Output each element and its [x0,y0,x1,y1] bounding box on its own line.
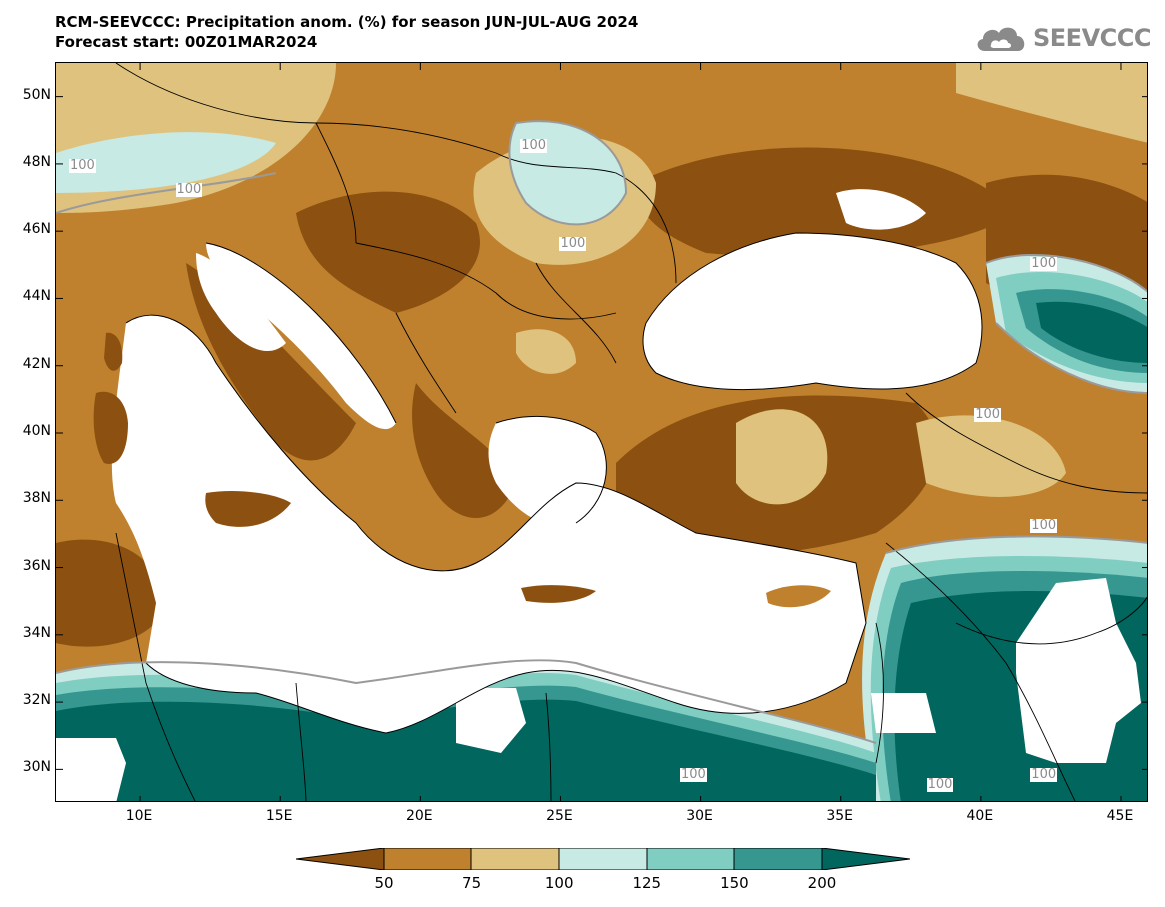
title-line-2: Forecast start: 00Z01MAR2024 [55,33,318,51]
colorbar-75-100 [470,848,560,870]
contour-label: 100 [1030,255,1058,271]
sea-aegean [488,416,607,526]
field-below-50-balkans [296,191,480,313]
sea-adriatic [206,243,396,430]
lat-label: 34N [22,624,51,641]
island-cyprus [766,585,831,608]
contour-label: 100 [520,138,548,154]
colorbar-125-150 [646,848,735,870]
lat-label: 36N [22,557,51,574]
sea-azov [836,189,926,230]
lat-label: 48N [22,153,51,170]
colorbar-50-75 [383,848,472,870]
lat-label: 38N [22,490,51,507]
colorbar [296,848,910,870]
contour-label: 100 [974,407,1002,423]
field-75-100-east-turkey [916,415,1066,497]
colorbar-150-200 [733,848,823,870]
lon-label: 40E [966,808,994,824]
title-block: RCM-SEEVCCC: Precipitation anom. (%) for… [55,12,638,52]
island-sardinia [93,391,128,464]
logo-text: SEEVCCC [1033,24,1152,52]
contour-100-lines [56,120,1147,744]
lat-label: 40N [22,423,51,439]
sea-tyrrhenian-north [196,253,286,352]
island-corsica [104,332,123,371]
mask-arabia [1016,578,1141,763]
field-below-50-tunisia [56,539,166,647]
lat-label: 46N [22,221,51,238]
contour-label: 100 [1030,767,1058,783]
colorbar-100-125 [558,848,648,870]
mask-libya-west [56,738,126,801]
colorbar-tick-label: 100 [544,874,574,892]
sea-mediterranean-west [111,315,867,733]
coastlines [125,232,983,734]
contour-label: 100 [679,767,707,783]
contour-label: 100 [559,235,587,251]
lon-label: 10E [125,808,153,824]
colorbar-tick-label: 75 [462,874,482,892]
colorbar-tick-label: 200 [807,874,837,892]
lon-label: 45E [1106,808,1134,824]
cloud-icon [977,27,1025,51]
lat-label: 30N [22,759,51,776]
precipitation-anomaly-map [56,63,1147,801]
field-100-125-alps [56,132,276,193]
lat-label: 50N [22,86,51,103]
island-sicily [205,491,291,527]
field-below-50-ukraine [636,147,1016,257]
island-crete [521,585,596,603]
country-borders [115,63,1147,801]
seevccc-logo: SEEVCCC [973,20,1152,56]
lat-label: 42N [22,355,51,372]
title-line-1: RCM-SEEVCCC: Precipitation anom. (%) for… [55,13,639,31]
contour-label: 100 [1030,518,1058,534]
contour-label: 100 [175,181,203,197]
lat-label: 44N [22,288,51,305]
field-75-100-anatolia [736,409,828,505]
field-75-100-north-russia [956,63,1147,143]
map-panel [55,62,1148,802]
contour-label: 100 [926,777,954,793]
field-above-200-caucasus [1036,301,1147,363]
contour-label: 100 [69,158,96,174]
colorbar-below-50 [296,848,385,870]
colorbar-above-200 [821,848,910,870]
mask-libya-east [456,688,526,753]
sea-black-sea [643,233,982,390]
field-75-100-moldova [516,329,576,374]
lon-label: 20E [405,808,433,824]
lat-label: 32N [22,692,51,709]
colorbar-tick-label: 150 [720,874,749,892]
colorbar-tick-label: 50 [374,874,394,892]
lon-label: 30E [686,808,713,824]
lon-label: 25E [546,808,573,824]
field-above-200-africa [56,699,876,801]
lon-label: 15E [265,808,293,824]
field-below-50-greece [412,383,516,518]
mask-sinai [871,693,936,733]
lon-label: 35E [826,808,854,824]
colorbar-tick-label: 125 [632,874,662,892]
